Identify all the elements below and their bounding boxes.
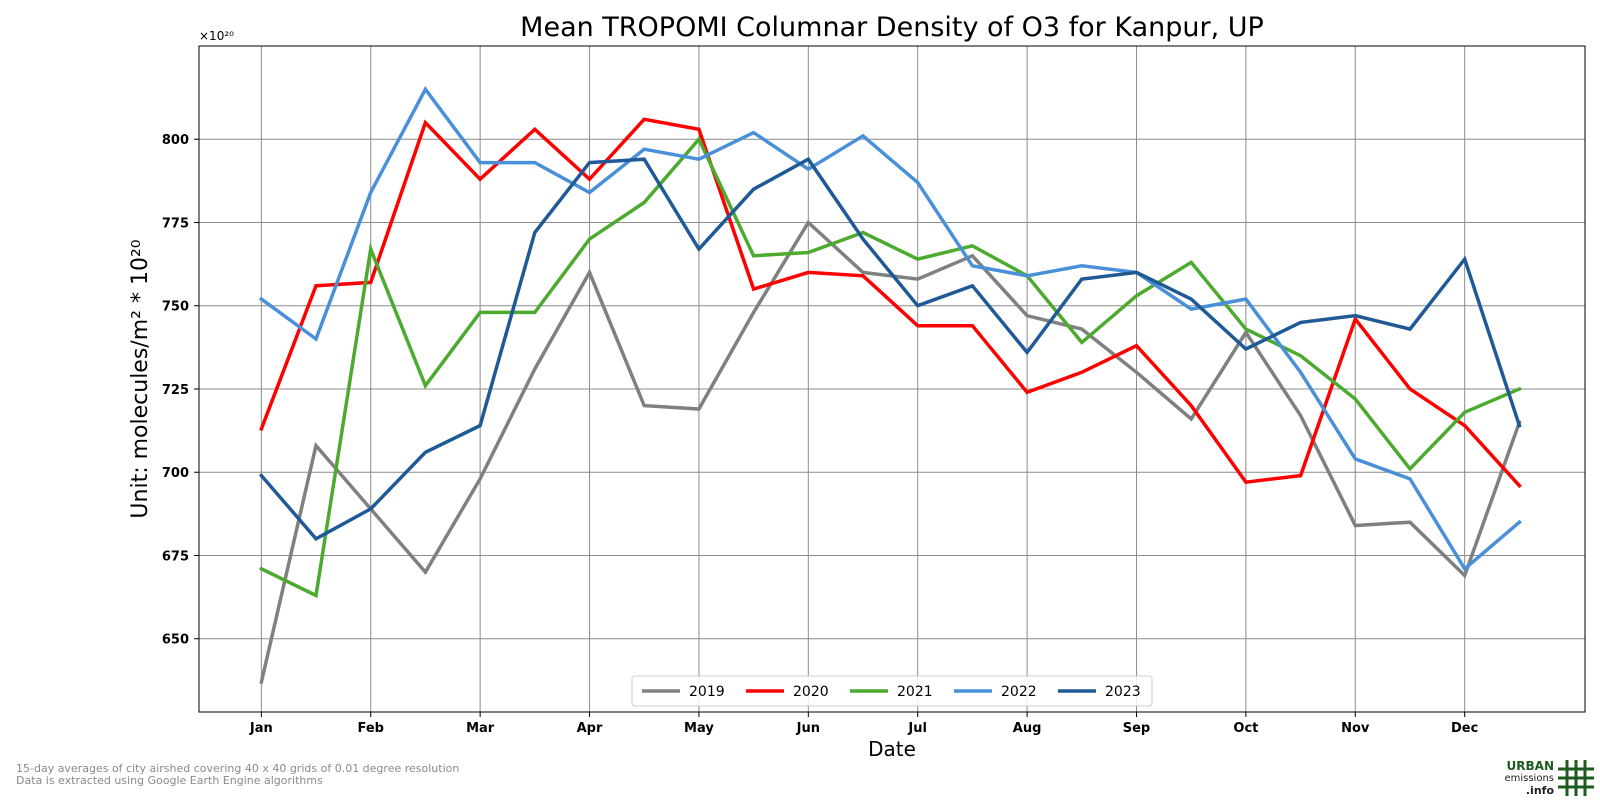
logo-line-3: .info xyxy=(1525,784,1554,797)
series-line-2020 xyxy=(259,117,1522,489)
x-tick-label: Nov xyxy=(1341,721,1370,736)
y-tick-label: 775 xyxy=(162,216,189,231)
chart-title: Mean TROPOMI Columnar Density of O3 for … xyxy=(520,12,1264,43)
x-tick-label: Oct xyxy=(1233,721,1258,736)
x-tick-label: Mar xyxy=(466,721,495,736)
y-tick-label: 675 xyxy=(162,549,189,564)
grid xyxy=(199,46,1585,712)
series-line-2019 xyxy=(259,219,1522,685)
x-tick-label: Sep xyxy=(1123,721,1151,736)
series-line-2021 xyxy=(259,136,1522,599)
series-line-2023 xyxy=(258,156,1522,542)
y-tick-label: 725 xyxy=(162,383,189,398)
y-tick-label: 700 xyxy=(162,466,189,481)
x-tick-label: Jul xyxy=(907,721,927,736)
legend-box xyxy=(631,675,1153,707)
x-tick-label: Aug xyxy=(1013,721,1042,736)
legend-label-2019: 2019 xyxy=(689,684,725,700)
legend-label-2021: 2021 xyxy=(897,684,933,700)
logo-line-1: URBAN xyxy=(1506,759,1554,773)
footnote-2: Data is extracted using Google Earth Eng… xyxy=(16,774,323,787)
y-axis-label: Unit: molecules/m² * 10²⁰ xyxy=(128,239,153,518)
plot-area-frame xyxy=(198,45,1586,713)
legend-label-2020: 2020 xyxy=(793,684,829,700)
footnote-1: 15-day averages of city airshed covering… xyxy=(16,762,460,775)
legend-label-2022: 2022 xyxy=(1001,684,1037,700)
y-tick-label: 800 xyxy=(162,133,189,148)
y-multiplier-label: ×10²⁰ xyxy=(199,29,234,43)
x-axis-label: Date xyxy=(868,737,916,761)
x-tick-label: Jun xyxy=(796,721,820,736)
series-line-2022 xyxy=(258,86,1522,572)
legend-label-2023: 2023 xyxy=(1105,684,1141,700)
x-tick-label: Jan xyxy=(249,721,273,736)
axes: Jan Feb Mar Apr May Jun Jul Aug Sep Oct Nov Dec 650 6… xyxy=(162,133,1478,736)
y-tick-label: 750 xyxy=(162,300,189,315)
grid-logo-icon xyxy=(1558,760,1594,796)
legend: 2019 2020 2021 2022 2023 xyxy=(631,675,1153,707)
logo-line-2: emissions xyxy=(1504,773,1554,784)
x-tick-label: Apr xyxy=(577,721,603,736)
urban-emissions-logo: URBAN emissions .info xyxy=(1500,758,1596,798)
x-tick-label: Feb xyxy=(358,721,384,736)
x-tick-label: May xyxy=(684,721,714,736)
x-tick-label: Dec xyxy=(1451,721,1478,736)
y-tick-label: 650 xyxy=(162,633,189,648)
series-lines xyxy=(258,86,1522,685)
